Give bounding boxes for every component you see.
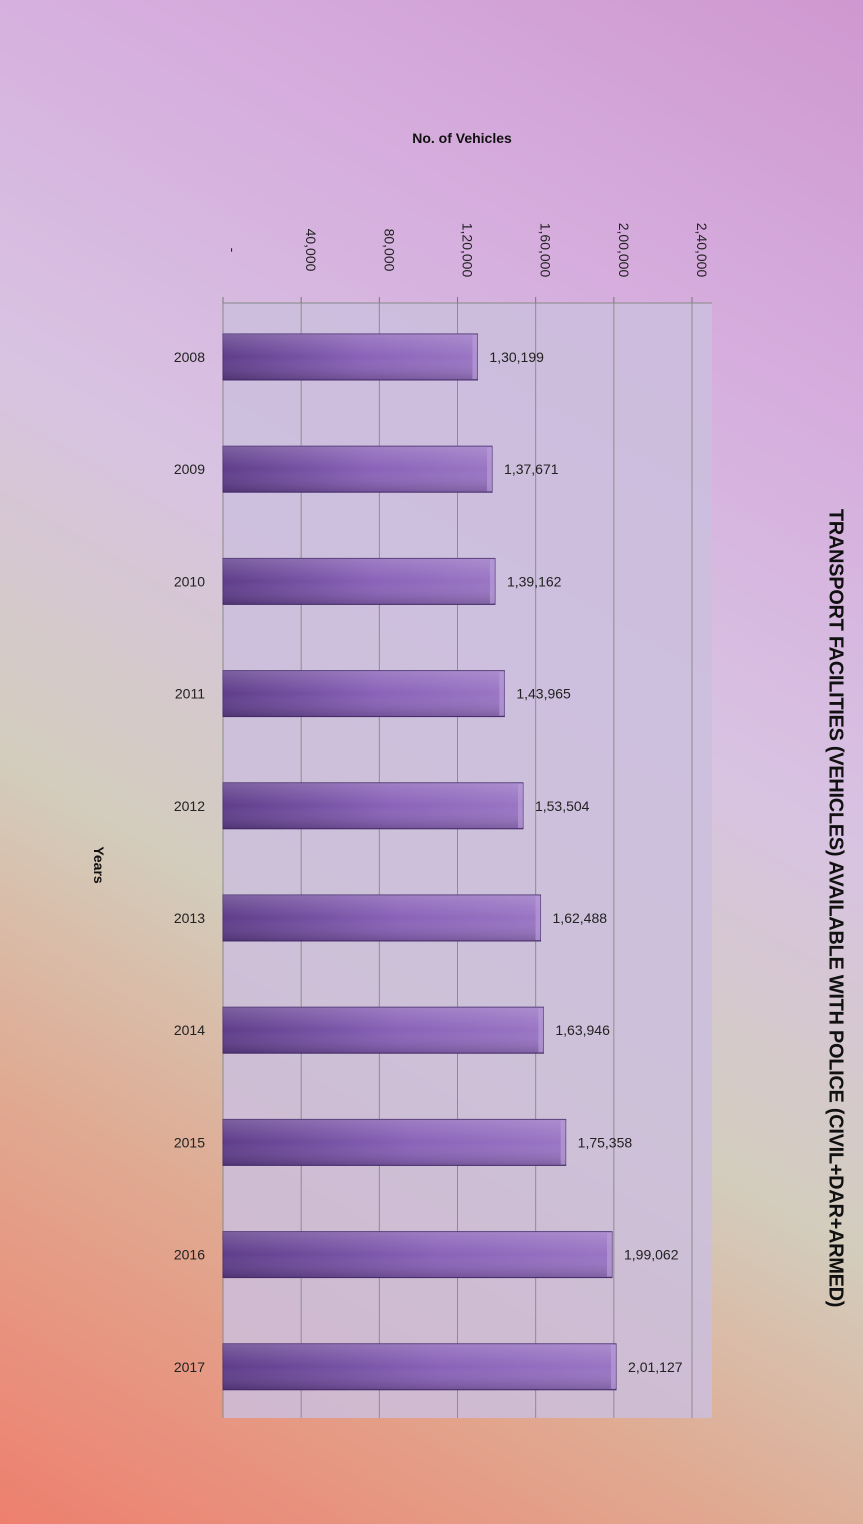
tick-label: 40,000 — [303, 229, 319, 272]
category-label: 2015 — [174, 1134, 205, 1150]
data-label: 1,53,504 — [535, 798, 590, 814]
category-label: 2013 — [174, 910, 205, 926]
bar-shade — [223, 1231, 613, 1278]
bar-shade — [223, 1119, 566, 1166]
data-label: 1,62,488 — [553, 910, 608, 926]
data-label: 1,37,671 — [504, 461, 559, 477]
bar-cap — [517, 783, 523, 828]
category-label: 2010 — [174, 573, 205, 589]
category-label: 2011 — [175, 686, 205, 702]
bar-shade — [223, 782, 523, 829]
bar-cap — [611, 1344, 617, 1389]
category-label: 2016 — [174, 1247, 205, 1263]
tick-label: 80,000 — [381, 229, 397, 272]
bar-cap — [560, 1120, 566, 1165]
bar-shade — [223, 1007, 544, 1054]
data-label: 1,63,946 — [555, 1022, 610, 1038]
tick-label: - — [225, 248, 241, 253]
data-label: 1,30,199 — [489, 349, 544, 365]
category-label: 2008 — [174, 349, 205, 365]
tick-label: 2,40,000 — [694, 223, 710, 278]
bar-cap — [489, 559, 495, 604]
tick-label: 2,00,000 — [616, 223, 632, 278]
tick-label: 1,20,000 — [460, 223, 476, 278]
data-label: 1,99,062 — [624, 1247, 679, 1263]
bar-cap — [535, 896, 541, 940]
data-label: 1,75,358 — [578, 1134, 633, 1150]
bar-shade — [223, 1343, 617, 1390]
bar-shade — [223, 446, 493, 493]
data-label: 1,39,162 — [507, 573, 562, 589]
bar-shade — [223, 895, 541, 941]
bar-cap — [499, 671, 505, 716]
bar-cap — [607, 1232, 613, 1277]
category-label: 2009 — [174, 461, 205, 477]
category-label: 2017 — [174, 1359, 205, 1375]
bar-cap — [487, 447, 493, 492]
bar-cap — [538, 1008, 544, 1053]
bar-shade — [223, 670, 505, 717]
x-axis-label: No. of Vehicles — [412, 130, 512, 146]
data-label: 1,43,965 — [516, 686, 571, 702]
tick-label: 1,60,000 — [538, 223, 554, 278]
bar-cap — [472, 335, 478, 379]
bar-shade — [223, 334, 478, 380]
category-label: 2014 — [174, 1022, 205, 1038]
bar-shade — [223, 558, 495, 605]
category-label: 2012 — [174, 798, 205, 814]
data-label: 2,01,127 — [628, 1359, 683, 1375]
